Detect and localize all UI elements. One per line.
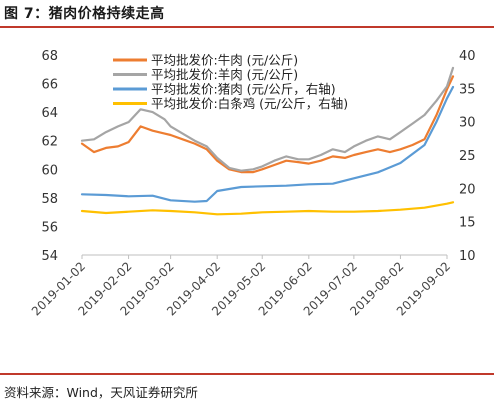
- series-lines: [80, 66, 455, 216]
- y-left-tick-label: 68: [41, 49, 58, 64]
- line-chart: 5456586062646668101520253035402019-01-02…: [29, 49, 476, 318]
- y-left-tick-label: 58: [41, 192, 58, 207]
- legend-label-1: 平均批发价:牛肉 (元/公斤): [151, 53, 298, 68]
- legend-label-2: 平均批发价:羊肉 (元/公斤): [151, 67, 298, 82]
- y-right-tick-label: 20: [459, 182, 476, 197]
- y-right-tick-label: 25: [459, 149, 476, 164]
- legend-label-4: 平均批发价:白条鸡 (元/公斤，右轴): [151, 96, 348, 111]
- y-right-tick-label: 10: [459, 249, 476, 264]
- y-right-tick-label: 40: [459, 49, 476, 64]
- y-left-tick-label: 60: [41, 163, 58, 178]
- y-left-tick-label: 66: [41, 78, 58, 93]
- series-line-4: [80, 201, 455, 216]
- y-right-tick-label: 35: [459, 82, 476, 97]
- source-note: 资料来源：Wind，天风证券研究所: [4, 385, 198, 400]
- top-rule: [0, 26, 494, 28]
- y-left-tick-label: 62: [41, 135, 58, 150]
- series-line-2: [80, 66, 455, 172]
- y-right-tick-label: 30: [459, 116, 476, 131]
- y-right-tick-label: 15: [459, 216, 476, 231]
- y-left-tick-label: 64: [41, 106, 58, 121]
- legend: 平均批发价:牛肉 (元/公斤)平均批发价:羊肉 (元/公斤)平均批发价:猪肉 (…: [113, 53, 348, 111]
- legend-label-3: 平均批发价:猪肉 (元/公斤，右轴): [151, 82, 336, 97]
- bottom-rule: [0, 373, 494, 375]
- series-line-1: [80, 75, 455, 174]
- y-left-tick-label: 54: [41, 249, 58, 264]
- y-left-tick-label: 56: [41, 220, 58, 235]
- series-line-3: [80, 85, 455, 203]
- figure-title: 图 7：猪肉价格持续走高: [4, 6, 165, 22]
